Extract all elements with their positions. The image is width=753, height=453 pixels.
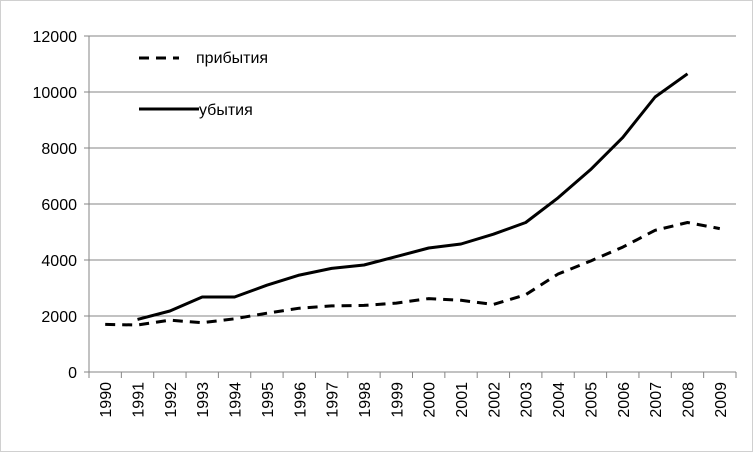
x-tick-label: 1992 [163,382,180,418]
x-tick-label: 2003 [519,382,536,418]
y-tick-label: 4000 [41,253,77,270]
series-lines [105,72,721,327]
series-line-departures [137,72,689,321]
y-tick-label: 10000 [33,85,78,102]
x-tick-label: 1999 [389,382,406,418]
y-tick-label: 12000 [33,29,78,46]
gridlines [89,35,736,317]
x-tick-label: 2007 [648,382,665,418]
legend: прибытия убытия [139,50,268,119]
x-tick-label: 1993 [195,382,212,418]
x-tick-label: 1996 [292,382,309,418]
legend-label-departures: убытия [199,102,253,119]
x-tick-label: 1991 [131,382,148,418]
x-tick-label: 2002 [486,382,503,418]
x-tick-label: 2000 [422,382,439,418]
series-line-arrivals [105,221,721,327]
x-tick-label: 1998 [357,382,374,418]
legend-label-arrivals: прибытия [196,50,268,67]
y-tick-label: 8000 [41,141,77,158]
y-tick-label: 2000 [41,309,77,326]
x-tick-label: 2006 [616,382,633,418]
x-tick-label: 1995 [260,382,277,418]
x-tick-label: 1994 [228,382,245,418]
x-axis-ticks: 1990 1991 1992 1993 1994 1995 1996 1997 1998 1999… [88,372,737,418]
x-tick-label: 1990 [98,382,115,418]
y-tick-label: 6000 [41,197,77,214]
x-tick-label: 2009 [713,382,730,418]
x-tick-label: 2008 [680,382,697,418]
x-tick-label: 1997 [325,382,342,418]
y-axis-ticks: 0 2000 4000 6000 8000 10000 12000 [33,29,89,382]
x-tick-label: 2004 [551,382,568,418]
x-tick-label: 2001 [454,382,471,418]
x-tick-label: 2005 [583,382,600,418]
y-tick-label: 0 [68,365,77,382]
